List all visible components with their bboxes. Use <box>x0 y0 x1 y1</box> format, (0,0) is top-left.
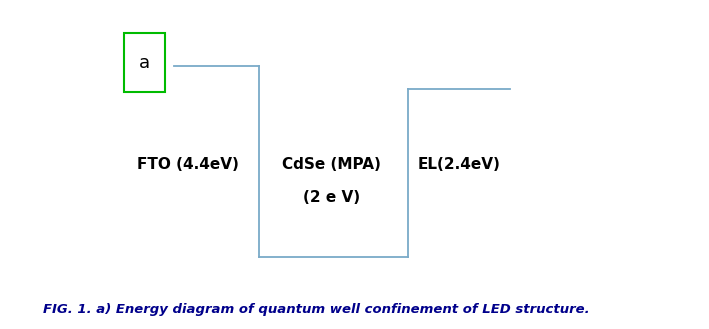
Text: FIG. 1. a) Energy diagram of quantum well confinement of LED structure.: FIG. 1. a) Energy diagram of quantum wel… <box>43 303 589 316</box>
Text: FTO (4.4eV): FTO (4.4eV) <box>137 157 239 172</box>
Text: a: a <box>139 54 150 71</box>
Text: EL(2.4eV): EL(2.4eV) <box>418 157 501 172</box>
Bar <box>124 33 165 92</box>
Text: (2 e V): (2 e V) <box>303 190 360 205</box>
Text: CdSe (MPA): CdSe (MPA) <box>282 157 381 172</box>
